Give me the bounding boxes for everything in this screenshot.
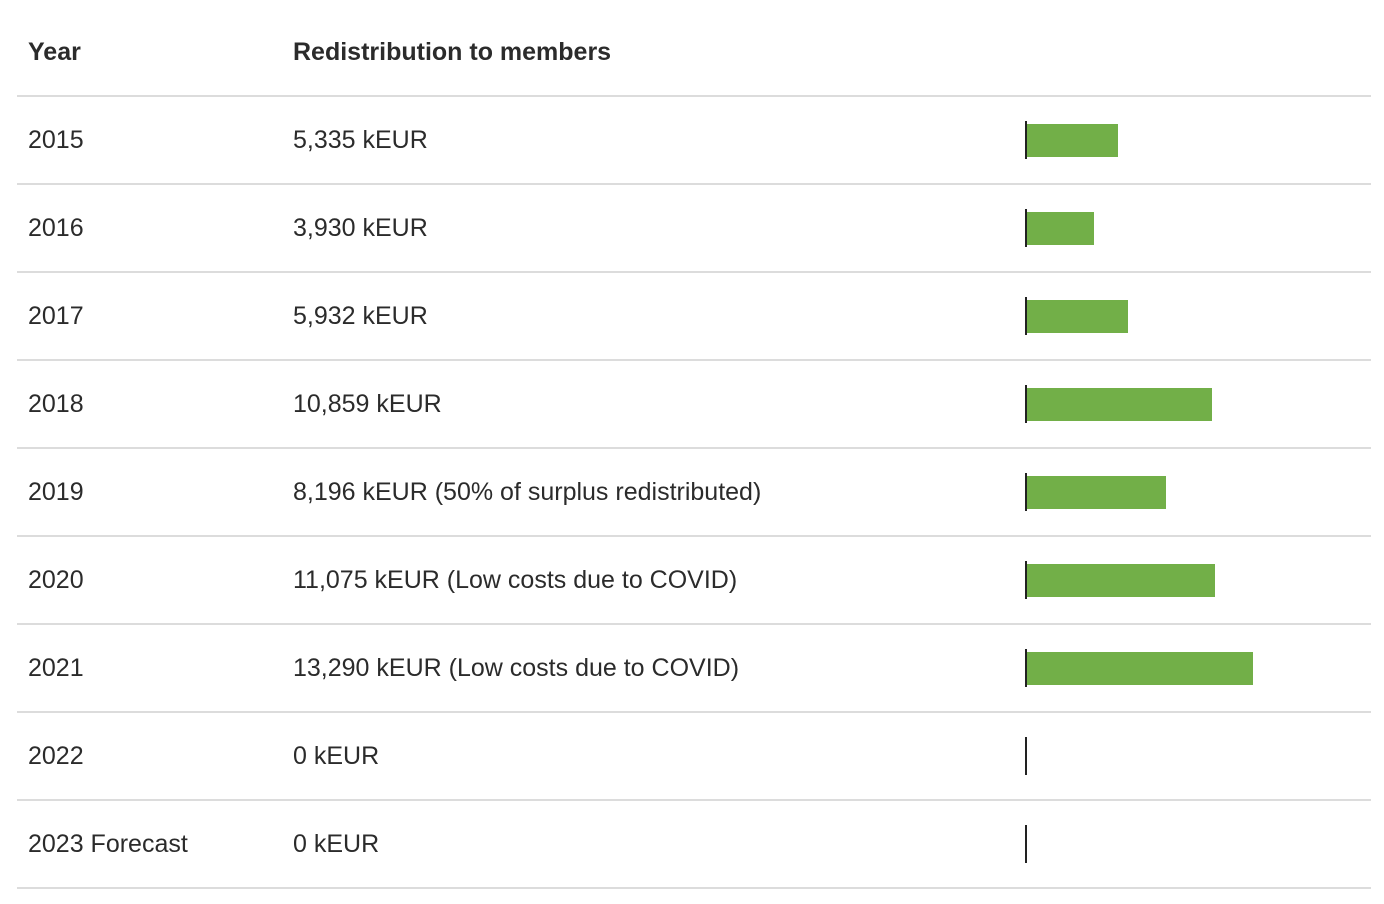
bar-cell [1025,713,1365,799]
redistribution-table: Year Redistribution to members 2015 5,335… [17,0,1371,889]
bar-wrap [1025,121,1365,159]
bar-wrap [1025,385,1365,423]
bar-wrap [1025,649,1365,687]
year-cell: 2018 [28,389,84,418]
bar-2019 [1027,476,1166,509]
bar-cell [1025,361,1365,447]
table-row: 2021 13,290 kEUR (Low costs due to COVID) [17,625,1371,713]
bar-baseline [1025,209,1027,247]
table-row: 2015 5,335 kEUR [17,97,1371,185]
redistribution-value-cell: 5,335 kEUR [293,125,428,154]
table-header-row: Year Redistribution to members [17,0,1371,97]
year-cell: 2019 [28,477,84,506]
bar-baseline [1025,561,1027,599]
year-cell: 2017 [28,301,84,330]
redistribution-value-cell: 13,290 kEUR (Low costs due to COVID) [293,653,740,682]
bar-wrap [1025,737,1365,775]
bar-cell [1025,801,1365,887]
year-cell: 2023 Forecast [28,829,188,858]
redistribution-value-cell: 0 kEUR [293,741,380,770]
bar-2015 [1027,124,1118,157]
table-body: 2015 5,335 kEUR 2016 3,930 kEUR 2017 5,932 kE… [17,97,1371,889]
year-cell: 2016 [28,213,84,242]
bar-baseline [1025,473,1027,511]
year-cell: 2021 [28,653,84,682]
bar-2016 [1027,212,1094,245]
redistribution-value-cell: 8,196 kEUR (50% of surplus redistributed… [293,477,762,506]
year-cell: 2020 [28,565,84,594]
bar-baseline [1025,737,1027,775]
bar-wrap [1025,473,1365,511]
redistribution-value-cell: 0 kEUR [293,829,380,858]
table-row: 2020 11,075 kEUR (Low costs due to COVID) [17,537,1371,625]
table-row: 2019 8,196 kEUR (50% of surplus redistrib… [17,449,1371,537]
table-row: 2018 10,859 kEUR [17,361,1371,449]
bar-2017 [1027,300,1128,333]
bar-baseline [1025,825,1027,863]
bar-baseline [1025,385,1027,423]
year-column-header: Year [28,38,81,66]
bar-cell [1025,537,1365,623]
bar-wrap [1025,297,1365,335]
redistribution-value-cell: 5,932 kEUR [293,301,428,330]
bar-wrap [1025,825,1365,863]
bar-cell [1025,449,1365,535]
bar-cell [1025,185,1365,271]
redistribution-column-header: Redistribution to members [293,38,612,66]
bar-cell [1025,273,1365,359]
table-row: 2016 3,930 kEUR [17,185,1371,273]
redistribution-value-cell: 3,930 kEUR [293,213,428,242]
bar-2021 [1027,652,1253,685]
bar-baseline [1025,649,1027,687]
bar-wrap [1025,209,1365,247]
bar-cell [1025,625,1365,711]
table-row: 2022 0 kEUR [17,713,1371,801]
table-row: 2023 Forecast 0 kEUR [17,801,1371,889]
redistribution-value-cell: 10,859 kEUR [293,389,442,418]
bar-wrap [1025,561,1365,599]
bar-2018 [1027,388,1212,421]
year-cell: 2015 [28,125,84,154]
bar-baseline [1025,121,1027,159]
bar-cell [1025,97,1365,183]
bar-2020 [1027,564,1215,597]
table-row: 2017 5,932 kEUR [17,273,1371,361]
year-cell: 2022 [28,741,84,770]
redistribution-value-cell: 11,075 kEUR (Low costs due to COVID) [293,565,738,594]
bar-baseline [1025,297,1027,335]
